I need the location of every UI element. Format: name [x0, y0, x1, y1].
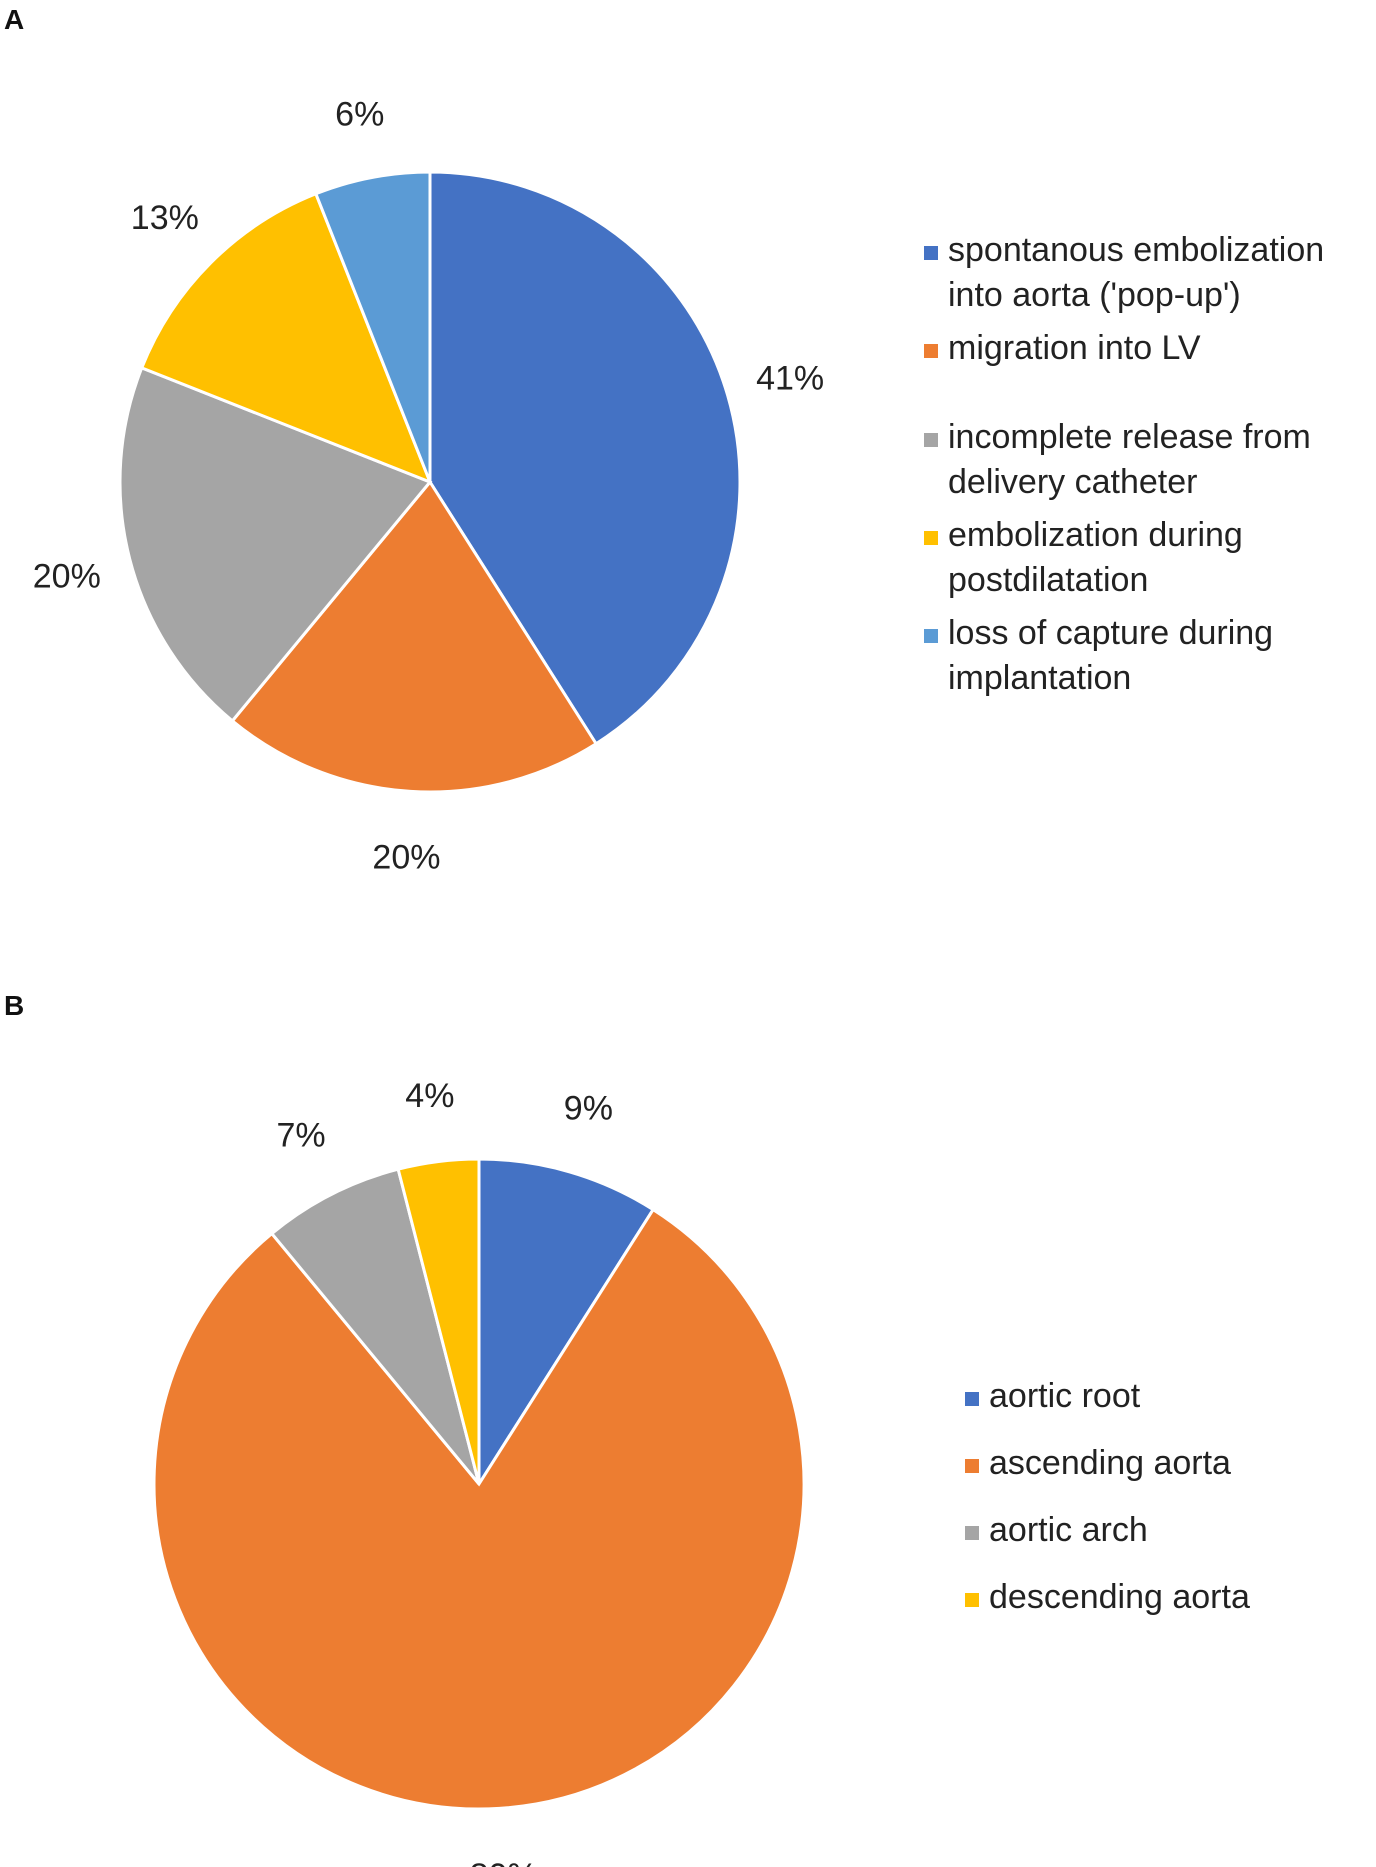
pie-slice: [118, 365, 433, 723]
pie-slice: [313, 170, 432, 483]
legend-item: ascending aorta: [965, 1441, 1365, 1486]
legend-item: incomplete release from delivery cathete…: [924, 415, 1374, 505]
legend-item: aortic arch: [965, 1508, 1365, 1553]
legend-swatch: [924, 344, 938, 358]
panel-label-a: A: [4, 4, 25, 35]
legend-swatch: [924, 531, 938, 545]
slice-value-label: 41%: [756, 359, 824, 397]
legend-item: embolization during postdilatation: [924, 513, 1374, 603]
legend-label: spontanous embolization into aorta ('pop…: [948, 231, 1325, 314]
slice-value-label: 13%: [131, 199, 199, 237]
pie-slice: [477, 1157, 656, 1490]
legend-item: migration into LV: [924, 326, 1374, 371]
legend-swatch: [965, 1526, 979, 1540]
panel-label-b: B: [4, 990, 25, 1021]
legend-swatch: [965, 1459, 979, 1473]
pie-slice: [152, 1207, 806, 1811]
slice-value-label: 20%: [372, 838, 440, 876]
slice-value-label: 7%: [276, 1117, 325, 1155]
legend-item: descending aorta: [965, 1575, 1365, 1620]
legend-swatch: [924, 246, 938, 260]
legend-label: loss of capture during implantation: [948, 614, 1274, 697]
slice-value-label: 80%: [470, 1857, 538, 1867]
pie-chart-a: 41% 20% 20% 13% 6%: [33, 96, 824, 877]
legend-item: loss of capture during implantation: [924, 611, 1374, 701]
legend-label: aortic root: [989, 1377, 1141, 1415]
legend-item: aortic root: [965, 1374, 1365, 1419]
pie-slice: [428, 170, 742, 746]
legend-label: aortic arch: [989, 1511, 1148, 1549]
legend-swatch: [924, 629, 938, 643]
legend-swatch: [924, 433, 938, 447]
legend-swatch: [965, 1392, 979, 1406]
legend-label: migration into LV: [948, 329, 1201, 367]
pie-slice: [269, 1167, 481, 1485]
legend-label: embolization during postdilatation: [948, 516, 1243, 599]
legend-label: incomplete release from delivery cathete…: [948, 418, 1311, 501]
pie-chart-b: 9% 80% 7% 4%: [152, 1077, 806, 1867]
pie-slice: [396, 1157, 481, 1485]
legend-item: spontanous embolization into aorta ('pop…: [924, 228, 1374, 318]
legend-label: descending aorta: [989, 1578, 1250, 1616]
slice-value-label: 20%: [33, 557, 101, 595]
legend-swatch: [965, 1593, 979, 1607]
slice-value-label: 9%: [564, 1090, 613, 1128]
slice-value-label: 6%: [335, 96, 384, 134]
legend-label: ascending aorta: [989, 1444, 1231, 1482]
slice-value-label: 4%: [405, 1077, 454, 1115]
legend-b: aortic root ascending aorta aortic arch des…: [965, 1374, 1365, 1642]
legend-a: spontanous embolization into aorta ('pop…: [924, 228, 1374, 709]
pie-slice: [139, 191, 433, 485]
pie-slice: [230, 479, 599, 794]
